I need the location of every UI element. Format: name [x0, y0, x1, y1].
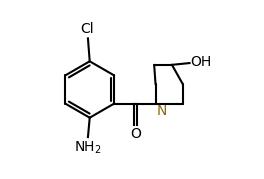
- Text: OH: OH: [190, 55, 212, 69]
- Text: NH$_2$: NH$_2$: [74, 140, 102, 156]
- Text: Cl: Cl: [80, 22, 94, 36]
- Text: O: O: [130, 127, 141, 141]
- Text: N: N: [156, 105, 167, 118]
